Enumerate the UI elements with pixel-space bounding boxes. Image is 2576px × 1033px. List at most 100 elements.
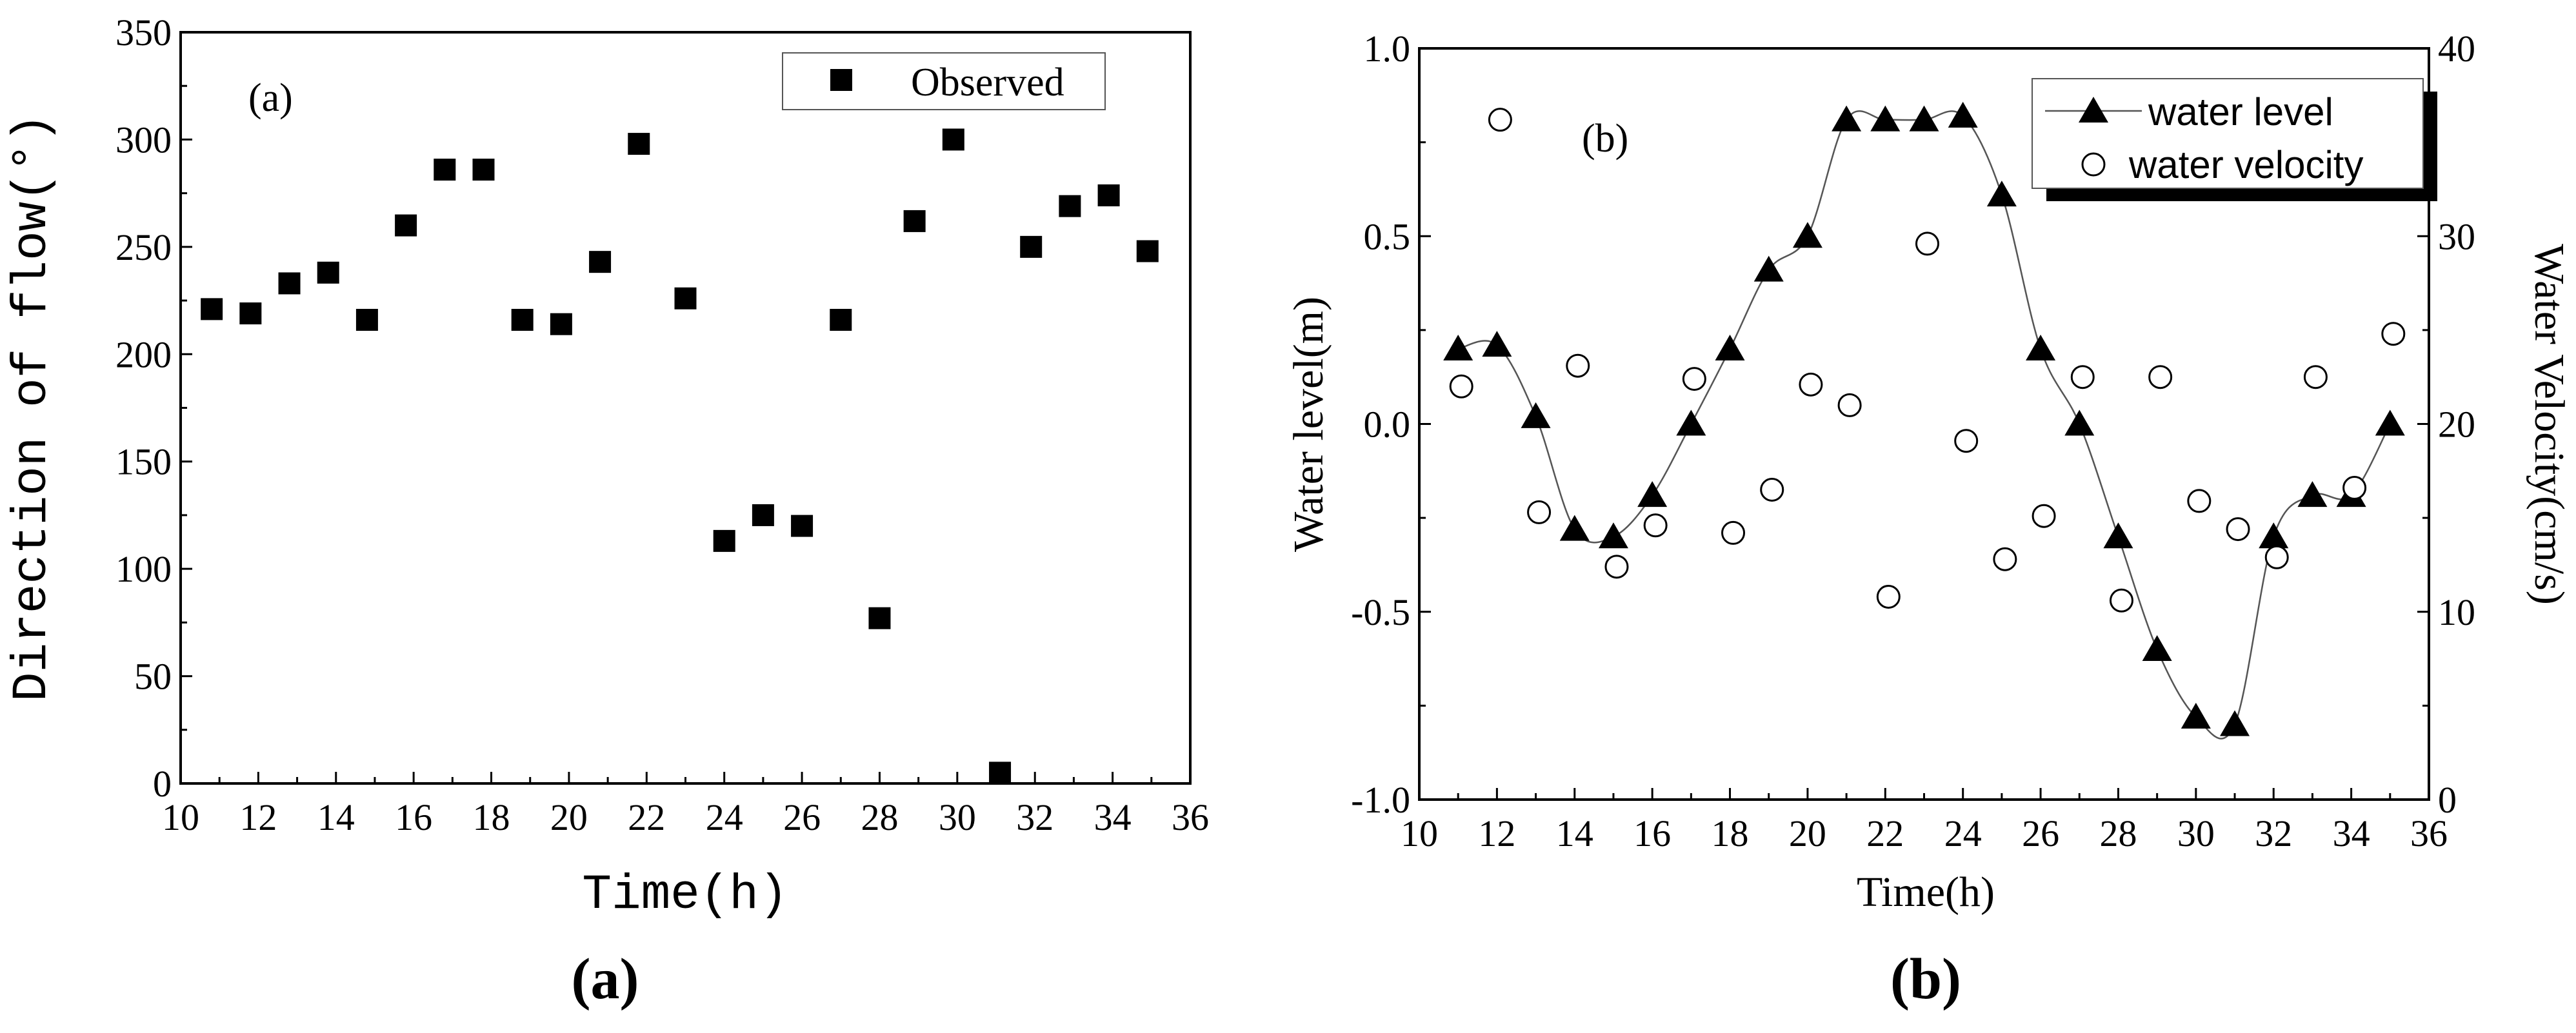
panel-b-caption: (b) [1890, 947, 1961, 1011]
panel-a-observed-point [434, 159, 456, 181]
panel-a-observed-point [472, 159, 495, 181]
panel-b-x-tick-label: 30 [2177, 812, 2215, 854]
panel-a-observed-point [1136, 240, 1159, 262]
panel-a-observed-point [395, 214, 417, 237]
panel-b-water-velocity-point [1799, 372, 1823, 397]
panel-a-x-ticks: 10 12 14 16 18 20 22 24 26 28 30 32 34 36 [162, 772, 1209, 838]
panel-b-legend: water level water velocity [2032, 78, 2437, 201]
panel-b-legend-circle-marker [2081, 152, 2106, 177]
panel-a-x-tick-label: 22 [628, 796, 665, 838]
panel-a-observed-point [355, 309, 378, 331]
panel-b-water-velocity-point [2187, 489, 2212, 513]
panel-b-water-velocity-point [2109, 588, 2133, 613]
panel-b-water-velocity-point [1915, 231, 1939, 256]
panel-a-observed-point [713, 529, 735, 552]
panel-b-left-y-ticks: -1.0 -0.5 0.0 0.5 1.0 [1351, 28, 1431, 821]
panel-b-water-velocity-point [1721, 520, 1746, 545]
panel-b-water-level-points [1443, 101, 2405, 736]
panel-b-water-level-point [1792, 222, 1822, 248]
panel-b-water-level-point [1443, 335, 1473, 360]
panel-a-y-tick-label: 0 [153, 763, 172, 805]
panel-b-water-velocity-point [1954, 429, 1979, 453]
panel-b-water-level-point [1521, 402, 1551, 428]
panel-b-water-velocity-point [2381, 322, 2406, 346]
panel-b-x-tick-label: 28 [2099, 812, 2137, 854]
panel-a-y-ticks: 0 50 100 150 200 250 300 350 [115, 12, 192, 805]
panel-b-x-tick-label: 20 [1789, 812, 1826, 854]
panel-b-water-level-point [2297, 481, 2328, 507]
panel-a-observed-point [942, 128, 964, 151]
panel-a-x-tick-label: 16 [395, 796, 432, 838]
panel-a-observed-point [868, 607, 891, 629]
panel-a-label: (a) [248, 76, 293, 120]
panel-b-water-velocity-point [1527, 500, 1552, 524]
panel-b-water-level-point [1753, 255, 1784, 282]
panel-a-observed-point [511, 309, 534, 331]
panel-b-water-velocity-point [1993, 547, 2017, 571]
panel-a-x-tick-label: 36 [1172, 796, 1209, 838]
panel-a-x-tick-label: 10 [162, 796, 199, 838]
panel-a-legend-observed: Observed [911, 61, 1064, 104]
panel-b-legend-triangle-marker [2079, 97, 2108, 123]
panel-b-water-level-point [2142, 635, 2172, 661]
panel-a-chart: 10 12 14 16 18 20 22 24 26 28 30 32 34 36 0 50 100 150 20… [5, 12, 1209, 1011]
panel-b-water-velocity-point [1760, 477, 1784, 502]
panel-b-x-tick-label: 36 [2410, 812, 2448, 854]
panel-b-left-y-axis-title: Water level(m) [1285, 297, 1332, 552]
panel-a-y-tick-label: 300 [115, 119, 172, 161]
panel-b-right-y-tick-label: 40 [2438, 28, 2475, 70]
panel-b-left-y-tick-label: -0.5 [1351, 591, 1410, 633]
panel-a-y-tick-label: 200 [115, 333, 172, 375]
panel-a-observed-point [989, 762, 1012, 784]
panel-b-water-level-point [1676, 409, 1706, 436]
panel-b-water-velocity-point [2264, 545, 2289, 569]
panel-b-x-tick-label: 18 [1712, 812, 1749, 854]
panel-b-label: (b) [1582, 117, 1628, 161]
panel-b-right-y-tick-label: 0 [2438, 779, 2457, 821]
panel-a-observed-point [752, 504, 774, 526]
panel-b-water-level-point [1715, 335, 1745, 360]
panel-a-observed-point [550, 313, 572, 335]
panel-b-right-y-tick-label: 10 [2438, 591, 2475, 633]
panel-a-observed-point [278, 272, 301, 295]
panel-b-x-axis-title: Time(h) [1857, 869, 1995, 916]
panel-a-observed-point [903, 210, 926, 232]
panel-a-observed-point [791, 515, 814, 537]
panel-b-water-level-point [1637, 481, 1668, 507]
panel-b-water-level-point [2181, 702, 2211, 729]
panel-b-right-y-tick-label: 20 [2438, 404, 2475, 446]
panel-b-water-level-point [1870, 105, 1901, 132]
panel-a-plot-frame [179, 31, 1192, 785]
panel-b-water-level-curve [1457, 110, 2391, 740]
panel-b-water-velocity-point [2226, 517, 2250, 542]
panel-a-x-tick-label: 24 [706, 796, 743, 838]
panel-b-water-level-point [2064, 409, 2095, 436]
panel-a-legend: Observed [782, 52, 1106, 110]
panel-b-x-tick-label: 34 [2333, 812, 2370, 854]
panel-a-y-tick-label: 100 [115, 548, 172, 590]
panel-b-right-y-tick-label: 30 [2438, 215, 2475, 257]
panel-b-left-y-tick-label: -1.0 [1351, 779, 1410, 821]
panel-a-x-tick-label: 30 [939, 796, 976, 838]
panel-b-water-level-point [2220, 710, 2250, 736]
panel-a-observed-point [830, 309, 852, 331]
panel-b-water-level-point [2375, 409, 2405, 436]
panel-b-x-tick-label: 16 [1633, 812, 1671, 854]
panel-a-observed-point [1059, 195, 1081, 217]
panel-b-legend-water-velocity: water velocity [2128, 143, 2363, 186]
panel-b-water-level-point [1832, 105, 1862, 132]
panel-b-left-y-tick-label: 0.0 [1364, 404, 1411, 446]
panel-b-x-tick-label: 32 [2255, 812, 2292, 854]
panel-b-water-level-point [1948, 101, 1978, 128]
panel-a-y-tick-label: 150 [115, 441, 172, 483]
panel-b-water-level-point [1986, 181, 2017, 207]
panel-b-water-level-point [2026, 335, 2056, 360]
panel-b-water-velocity-point [2342, 476, 2367, 500]
panel-a-x-tick-label: 18 [473, 796, 510, 838]
panel-b-water-level-point [2103, 522, 2133, 549]
panel-b-water-velocity-point [1682, 367, 1706, 391]
panel-b-water-velocity-points [1449, 108, 2406, 613]
panel-b-water-velocity-point [1837, 393, 1862, 417]
panel-b-chart: 10 12 14 16 18 20 22 24 26 28 30 32 34 36 -1.0 -0.5 0.0… [1285, 28, 2573, 1011]
panel-b-water-velocity-point [1604, 555, 1629, 579]
